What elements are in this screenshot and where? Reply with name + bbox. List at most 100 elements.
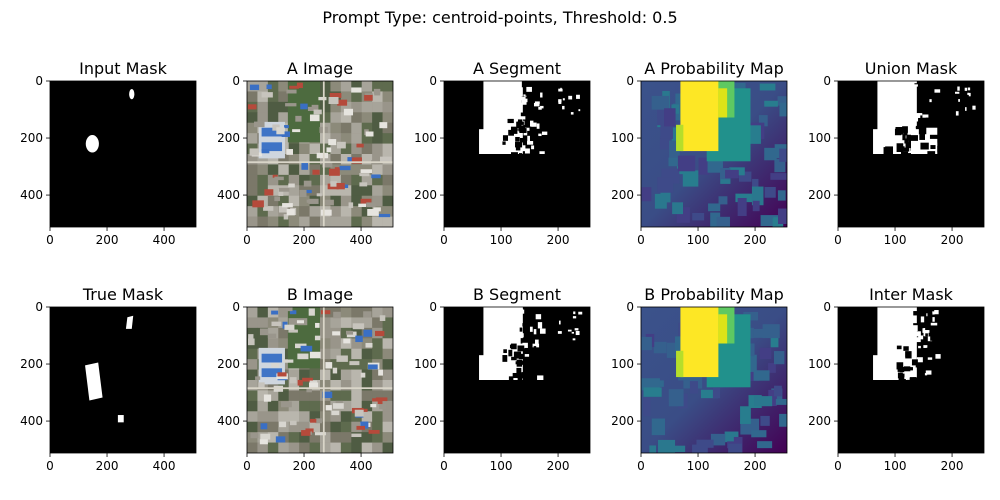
figure-suptitle: Prompt Type: centroid-points, Threshold:… [322,8,678,27]
x-tick-label: 200 [941,459,964,473]
y-tick-label: 0 [35,300,43,314]
y-tick-label: 100 [414,357,437,371]
x-tick-label: 0 [440,233,448,247]
panel-true-mask: True Mask 0 200 400 0 200 400 [20,285,197,473]
panel-inter-mask: Inter Mask 0 100 200 0 100 200 [808,285,985,473]
x-tick-label: 100 [687,459,710,473]
x-tick-label: 200 [547,233,570,247]
y-tick-label: 400 [20,414,43,428]
y-tick-label: 400 [217,414,240,428]
image-inter-mask [838,307,984,453]
x-tick-label: 200 [293,233,316,247]
panel-a-image: A Image 0 200 400 0 200 400 [217,59,394,247]
y-tick-label: 100 [808,131,831,145]
x-tick-label: 0 [637,233,645,247]
axes-frame [49,306,197,454]
panel-title: Inter Mask [869,285,954,304]
y-tick-label: 0 [626,300,634,314]
panel-union-mask: Union Mask 0 100 200 0 100 200 [808,59,985,247]
y-tick-label: 0 [823,300,831,314]
panel-title: B Segment [473,285,561,304]
x-tick-label: 200 [293,459,316,473]
y-tick-label: 100 [414,131,437,145]
panel-a-segment: A Segment 0 100 200 0 100 200 [414,59,591,247]
y-tick-label: 0 [823,74,831,88]
x-tick-label: 100 [884,459,907,473]
y-tick-label: 200 [20,357,43,371]
y-tick-label: 200 [611,414,634,428]
x-tick-label: 400 [350,459,373,473]
y-tick-label: 100 [611,357,634,371]
x-tick-label: 200 [744,233,767,247]
y-tick-label: 200 [414,414,437,428]
y-tick-label: 100 [611,131,634,145]
panel-title: A Image [287,59,353,78]
panel-title: Union Mask [865,59,958,78]
x-tick-label: 100 [490,233,513,247]
y-tick-label: 200 [414,188,437,202]
axes-frame [246,306,394,454]
x-tick-label: 0 [834,459,842,473]
y-tick-label: 200 [611,188,634,202]
axes-frame [443,306,591,454]
x-tick-label: 200 [96,233,119,247]
image-a-probability-map [641,81,787,227]
x-tick-label: 400 [153,233,176,247]
panel-b-image: B Image 0 200 400 0 200 400 [217,285,394,473]
image-union-mask [838,81,984,227]
x-tick-label: 200 [96,459,119,473]
image-true-mask [50,307,196,453]
image-b-image [247,307,393,453]
y-tick-label: 400 [217,188,240,202]
x-tick-label: 100 [490,459,513,473]
axes-frame [246,80,394,228]
axes-frame [837,306,985,454]
x-tick-label: 0 [46,459,54,473]
panel-title: B Probability Map [644,285,784,304]
y-tick-label: 200 [217,131,240,145]
axes-frame [640,306,788,454]
panel-a-probability-map: A Probability Map 0 100 200 0 100 200 [611,59,788,247]
y-tick-label: 200 [20,131,43,145]
panel-title: B Image [287,285,353,304]
panel-title: True Mask [82,285,164,304]
x-tick-label: 100 [687,233,710,247]
panel-title: Input Mask [79,59,167,78]
x-tick-label: 0 [637,459,645,473]
x-tick-label: 200 [744,459,767,473]
panel-input-mask: Input Mask 0 200 400 0 200 400 [20,59,197,247]
x-tick-label: 0 [243,459,251,473]
axes-frame [49,80,197,228]
image-b-probability-map [641,307,787,453]
y-tick-label: 0 [232,300,240,314]
image-input-mask [50,81,196,227]
y-tick-label: 0 [429,300,437,314]
image-b-segment [444,307,590,453]
y-tick-label: 200 [808,414,831,428]
y-tick-label: 0 [429,74,437,88]
x-tick-label: 0 [243,233,251,247]
y-tick-label: 0 [232,74,240,88]
y-tick-label: 100 [808,357,831,371]
x-tick-label: 0 [440,459,448,473]
x-tick-label: 200 [547,459,570,473]
panel-b-segment: B Segment 0 100 200 0 100 200 [414,285,591,473]
axes-frame [837,80,985,228]
y-tick-label: 400 [20,188,43,202]
y-tick-label: 200 [808,188,831,202]
axes-frame [640,80,788,228]
y-tick-label: 0 [626,74,634,88]
image-a-image [247,81,393,227]
x-tick-label: 400 [350,233,373,247]
panel-b-probability-map: B Probability Map 0 100 200 0 100 200 [611,285,788,473]
image-a-segment [444,81,590,227]
axes-frame [443,80,591,228]
x-tick-label: 200 [941,233,964,247]
x-tick-label: 0 [46,233,54,247]
x-tick-label: 0 [834,233,842,247]
panel-title: A Segment [473,59,561,78]
x-tick-label: 100 [884,233,907,247]
panel-title: A Probability Map [644,59,783,78]
y-tick-label: 0 [35,74,43,88]
